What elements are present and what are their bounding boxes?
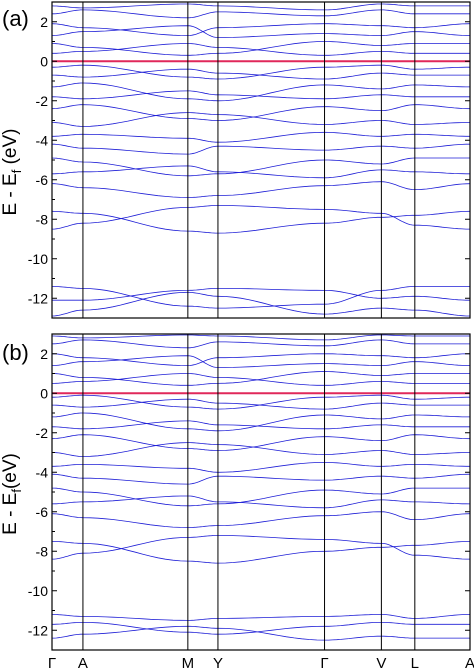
band-line bbox=[52, 394, 470, 410]
panel-a: (a) E - Ef (eV) 2 0 -2 -4 -6 -8 -10 -12 bbox=[0, 1, 471, 319]
y-tick-label: -10 bbox=[28, 251, 48, 267]
band-line bbox=[52, 371, 470, 386]
band-line bbox=[52, 68, 470, 80]
band-line bbox=[52, 412, 470, 432]
band-line bbox=[52, 64, 470, 80]
band-line bbox=[52, 41, 470, 56]
band-line bbox=[52, 334, 470, 341]
band-line bbox=[52, 286, 470, 309]
band-line bbox=[52, 291, 470, 317]
panel-label: (a) bbox=[2, 6, 29, 31]
band-line bbox=[51, 25, 471, 39]
y-tick-label: -4 bbox=[36, 132, 49, 148]
band-line bbox=[52, 622, 470, 635]
y-tick-label: 2 bbox=[40, 14, 48, 30]
band-line bbox=[52, 487, 470, 507]
y-tick-label: -8 bbox=[36, 543, 49, 559]
y-axis-label: E - Ef(eV) bbox=[0, 453, 24, 535]
kpoint-label: M bbox=[182, 655, 195, 671]
band-line bbox=[51, 495, 471, 509]
band-line bbox=[51, 473, 471, 485]
y-tick-label: -12 bbox=[28, 622, 48, 638]
band-line bbox=[52, 288, 470, 301]
band-line bbox=[51, 3, 470, 11]
kpoint-label: Γ bbox=[320, 655, 328, 671]
band-line bbox=[52, 131, 470, 143]
y-tick-label: -2 bbox=[36, 93, 49, 109]
y-tick-label: 2 bbox=[40, 346, 48, 362]
band-line bbox=[52, 541, 470, 564]
band-line bbox=[52, 165, 470, 179]
band-line bbox=[52, 205, 470, 230]
kpoint-label: A bbox=[465, 655, 474, 671]
kpoint-label: L bbox=[411, 655, 419, 671]
band-line bbox=[51, 434, 471, 451]
band-line bbox=[52, 373, 470, 386]
panel-b: (b) E - Ef(eV) 2 0 -2 -4 -6 -8 -10 -12 Γ A M Y Γ V L A bbox=[0, 333, 474, 671]
band-line bbox=[52, 112, 470, 127]
band-line bbox=[51, 23, 471, 37]
plot-frame bbox=[51, 333, 471, 651]
y-tick-label: -2 bbox=[36, 425, 49, 441]
band-line bbox=[52, 535, 470, 560]
y-tick-label: 0 bbox=[40, 53, 48, 69]
y-axis-label: E - Ef (eV) bbox=[0, 128, 24, 215]
band-line bbox=[51, 157, 470, 177]
y-tick-label: -10 bbox=[28, 583, 48, 599]
band-line bbox=[52, 355, 470, 369]
kpoint-label: Γ bbox=[48, 655, 56, 671]
kpoint-label: Y bbox=[213, 655, 223, 671]
y-tick-label: -8 bbox=[36, 211, 49, 227]
band-line bbox=[52, 353, 470, 367]
y-tick-label: 0 bbox=[40, 385, 48, 401]
band-line bbox=[52, 614, 470, 621]
band-line bbox=[52, 143, 470, 155]
band-line bbox=[52, 462, 470, 473]
band-line bbox=[52, 442, 470, 457]
band-line bbox=[52, 9, 470, 19]
band-line bbox=[51, 104, 471, 121]
band-line bbox=[52, 181, 471, 198]
y-tick-label: -12 bbox=[28, 290, 48, 306]
band-line bbox=[51, 339, 470, 349]
band-line bbox=[52, 90, 470, 100]
band-line bbox=[52, 43, 470, 56]
band-line bbox=[52, 82, 470, 102]
y-tick-label: -4 bbox=[36, 464, 49, 480]
y-tick-label: -6 bbox=[36, 172, 49, 188]
band-line bbox=[52, 625, 470, 641]
panel-label: (b) bbox=[2, 340, 29, 365]
kpoint-label: V bbox=[376, 655, 386, 671]
kpoint-label: A bbox=[78, 655, 88, 671]
band-line bbox=[52, 398, 470, 410]
y-tick-label: -6 bbox=[36, 504, 49, 520]
band-line bbox=[52, 420, 470, 430]
band-line bbox=[51, 210, 471, 234]
band-line bbox=[51, 511, 471, 528]
